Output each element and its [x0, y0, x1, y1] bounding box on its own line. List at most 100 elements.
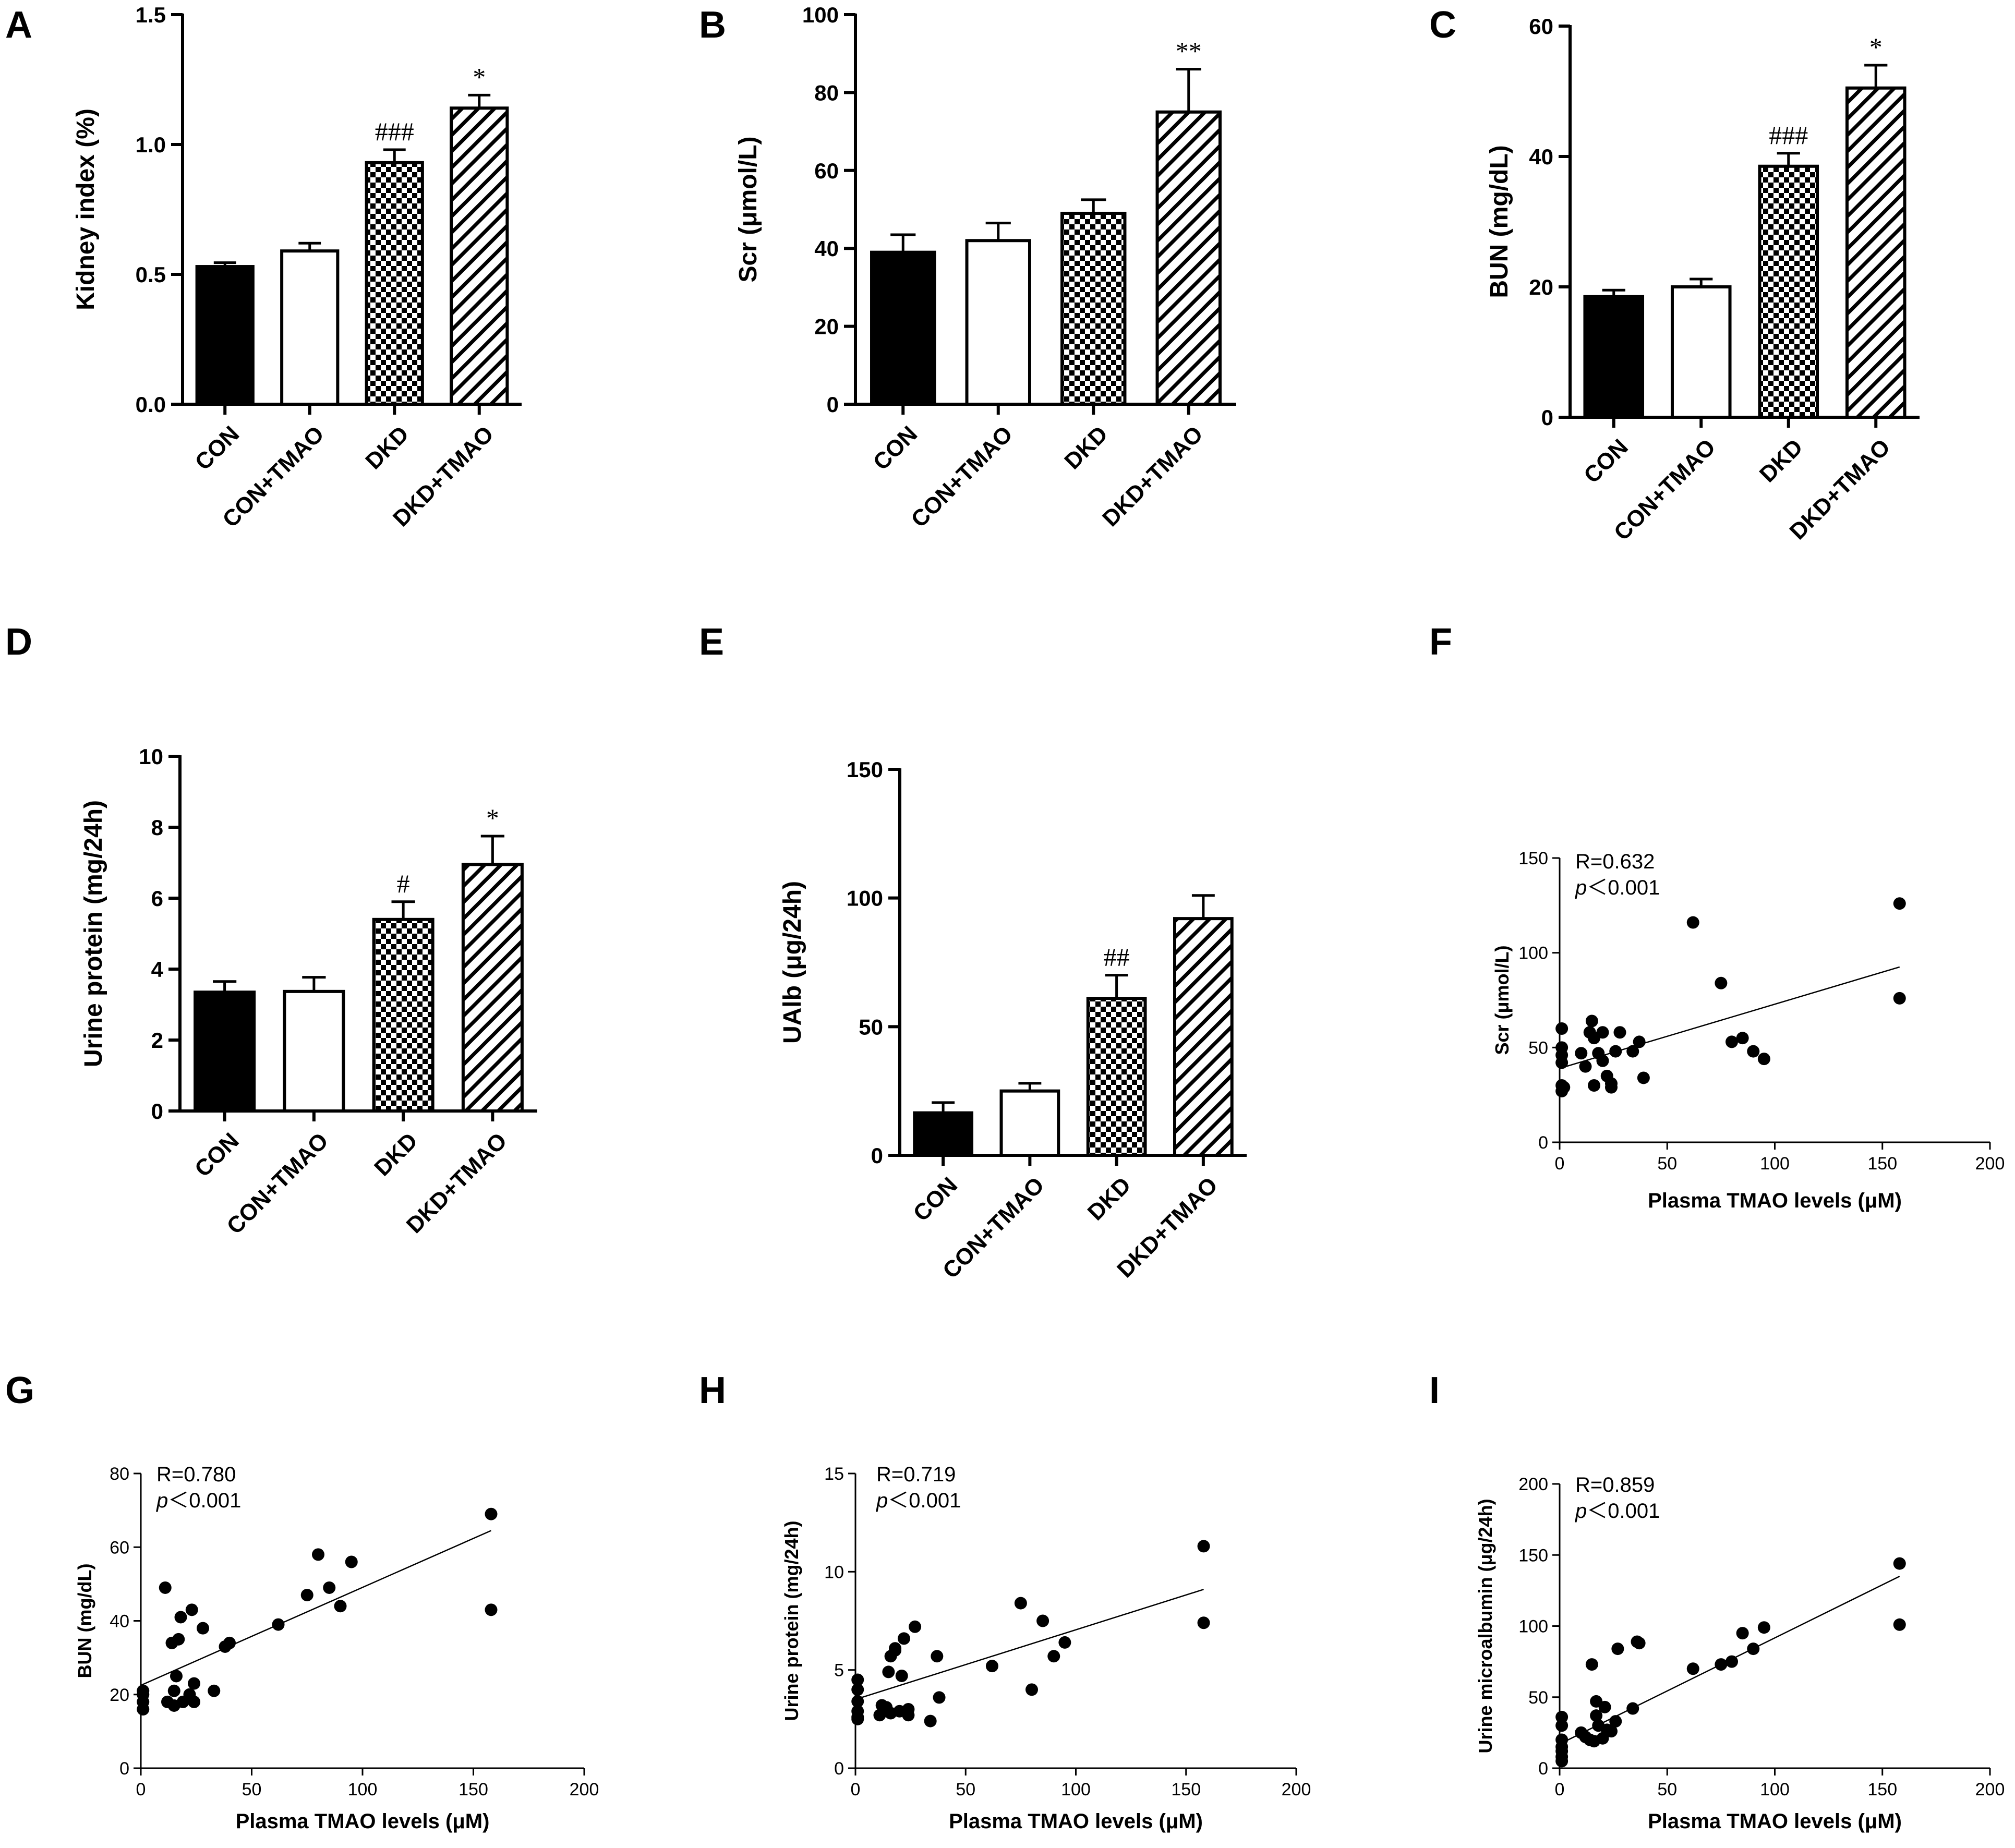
- panel-letter-F: F: [1429, 621, 1452, 663]
- b-y-title: Scr (μmol/L): [734, 136, 762, 282]
- i-data-point: [1611, 1642, 1624, 1656]
- h-data-point: [1014, 1597, 1027, 1610]
- i-data-point: [1757, 1621, 1770, 1634]
- g-data-point: [137, 1703, 150, 1716]
- i-x-tick-label: 200: [1975, 1780, 2005, 1799]
- c-y-tick-label: 0: [1541, 405, 1553, 430]
- h-data-point: [889, 1642, 902, 1655]
- b-y-tick-label: 80: [814, 80, 839, 105]
- h-data-point: [897, 1632, 910, 1645]
- a-y-tick-label: 1.5: [136, 3, 166, 27]
- g-x-tick-label: 0: [136, 1780, 146, 1799]
- c-bar-dkd-tmao: [1845, 86, 1907, 419]
- f-data-point: [1715, 976, 1728, 989]
- i-x-tick-label: 0: [1555, 1780, 1565, 1799]
- h-stat-p-value: ＜0.001: [888, 1489, 961, 1512]
- e-y-tick-label: 100: [847, 886, 883, 911]
- h-data-point: [1025, 1683, 1038, 1696]
- b-bar-dkd-tmao: [1155, 110, 1222, 406]
- d-bar-dkd-tmao: [461, 863, 524, 1113]
- d-y-tick-label: 8: [151, 815, 163, 840]
- f-stat-p-symbol: p: [1575, 876, 1587, 899]
- h-x-tick-label: 200: [1282, 1780, 1311, 1799]
- h-data-point: [851, 1683, 864, 1696]
- panel-letter-B: B: [699, 4, 726, 46]
- g-x-tick-label: 200: [570, 1780, 599, 1799]
- h-data-point: [909, 1620, 922, 1633]
- g-data-point: [172, 1633, 185, 1646]
- i-data-point: [1626, 1702, 1639, 1715]
- b-category-label-con-tmao: CON+TMAO: [906, 421, 1018, 533]
- i-data-point: [1598, 1700, 1611, 1713]
- i-x-title: Plasma TMAO levels (μM): [1648, 1810, 1902, 1833]
- panel-letter-E: E: [699, 621, 724, 663]
- panel-f-scr-scatter: 0 50 100 150 0 50 100 150 200 Scr (μmol/L) Plasma …: [1491, 849, 2005, 1212]
- f-x-tick-label: 200: [1975, 1154, 2005, 1174]
- b-bar-con: [870, 250, 936, 406]
- f-data-point: [1613, 1026, 1626, 1039]
- f-x-title: Plasma TMAO levels (μM): [1648, 1189, 1902, 1212]
- a-y-title: Kidney index (%): [72, 108, 100, 310]
- e-significance-dkd: ##: [1104, 943, 1130, 972]
- i-x-tick-label: 100: [1760, 1780, 1790, 1799]
- c-y-tick-label: 60: [1529, 14, 1553, 39]
- f-data-point: [1555, 1056, 1568, 1069]
- f-stat-p-value: ＜0.001: [1587, 876, 1660, 899]
- i-stat-r: R=0.859: [1575, 1473, 1655, 1496]
- c-category-label-con: CON: [1579, 434, 1633, 488]
- g-stat-p-symbol: p: [156, 1489, 168, 1512]
- b-y-tick-label: 20: [814, 315, 839, 339]
- b-y-tick-label: 60: [814, 159, 839, 183]
- f-x-tick-label: 100: [1760, 1154, 1790, 1174]
- panel-letter-A: A: [5, 4, 32, 46]
- g-data-point: [208, 1684, 221, 1697]
- c-significance-dkd: ###: [1769, 120, 1808, 150]
- h-y-tick-label: 0: [834, 1759, 844, 1779]
- g-y-tick-label: 60: [110, 1538, 129, 1557]
- e-y-tick-label: 50: [859, 1014, 883, 1039]
- panel-letter-I: I: [1429, 1370, 1440, 1411]
- f-x-tick-label: 0: [1555, 1154, 1565, 1174]
- f-y-tick-label: 150: [1518, 849, 1548, 868]
- i-data-point: [1555, 1755, 1568, 1768]
- h-data-point: [1197, 1540, 1210, 1553]
- a-bar-con: [195, 265, 255, 406]
- f-stat-r: R=0.632: [1575, 850, 1655, 873]
- h-data-point: [924, 1714, 937, 1728]
- panel-letter-H: H: [699, 1370, 726, 1411]
- c-bar-con-tmao: [1670, 285, 1732, 419]
- h-data-point: [1058, 1636, 1071, 1649]
- h-data-point: [1047, 1650, 1060, 1663]
- f-data-point: [1893, 897, 1906, 910]
- i-y-tick-label: 150: [1518, 1545, 1548, 1565]
- h-stat-p: p＜0.001: [876, 1489, 961, 1512]
- a-category-label-con: CON: [190, 421, 245, 475]
- g-stat-p: p＜0.001: [156, 1489, 241, 1512]
- h-data-point: [1197, 1616, 1210, 1629]
- g-data-point: [188, 1695, 200, 1708]
- panel-g-bun-scatter: 0 20 40 60 80 0 50 100 150 200 BUN (mg/dL) Plasma T…: [74, 1463, 599, 1833]
- f-data-point: [1605, 1077, 1618, 1090]
- g-y-title: BUN (mg/dL): [74, 1564, 95, 1678]
- g-stat-r: R=0.780: [156, 1463, 236, 1486]
- f-data-point: [1585, 1014, 1598, 1028]
- i-y-tick-label: 0: [1538, 1759, 1548, 1779]
- i-y-title: Urine microalbumin (μg/24h): [1475, 1499, 1496, 1753]
- g-y-tick-label: 20: [110, 1685, 129, 1705]
- panel-i-urine-microalbumin-scatter: 0 50 100 150 200 0 50 100 150 200 Urine microalbum…: [1475, 1473, 2005, 1833]
- a-y-tick-label: 1.0: [136, 132, 166, 157]
- g-data-point: [485, 1603, 498, 1616]
- c-bar-con: [1583, 295, 1645, 419]
- i-data-point: [1893, 1618, 1906, 1631]
- a-y-tick-label: 0.5: [136, 262, 166, 287]
- h-stat-r: R=0.719: [876, 1463, 956, 1486]
- d-significance-dkd-tmao: *: [486, 803, 499, 832]
- f-data-point: [1686, 916, 1699, 929]
- i-data-point: [1555, 1719, 1568, 1732]
- b-y-tick-label: 0: [827, 392, 839, 417]
- f-data-point: [1893, 992, 1906, 1005]
- e-bar-con: [913, 1111, 973, 1157]
- i-y-tick-label: 100: [1518, 1617, 1548, 1637]
